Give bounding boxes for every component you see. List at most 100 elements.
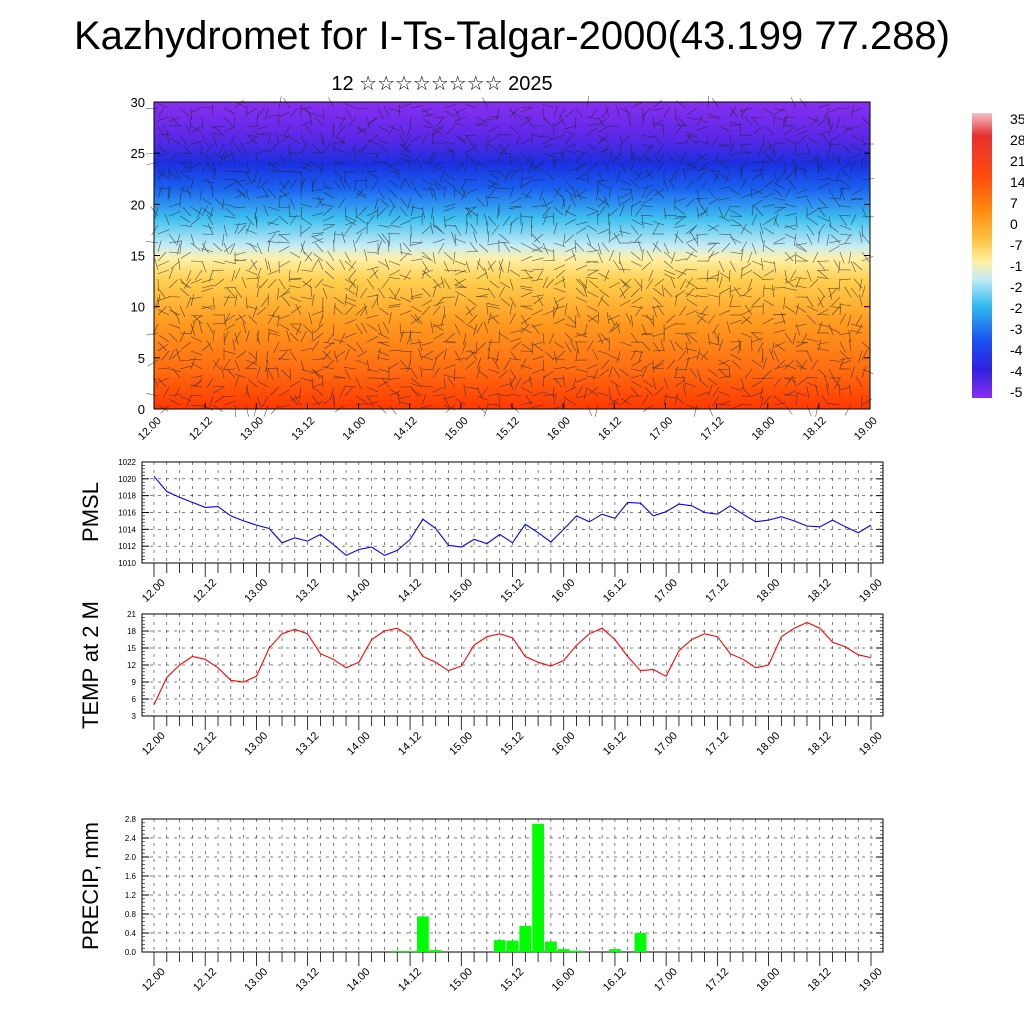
wind-barb [708, 197, 720, 205]
wind-barb [752, 188, 764, 196]
y-tick-label: 10 [131, 300, 145, 315]
wind-barb [616, 350, 621, 363]
wind-barb [278, 291, 290, 298]
wind-barb [619, 161, 627, 173]
wind-barb [399, 323, 402, 336]
wind-barb [214, 198, 225, 208]
wind-barb [157, 294, 161, 307]
wind-barb [339, 259, 346, 271]
wind-barb [775, 343, 786, 352]
wind-barb [645, 143, 654, 154]
wind-barb [248, 315, 258, 325]
wind-barb [168, 211, 181, 217]
wind-barb [553, 222, 558, 235]
wind-barb [799, 98, 808, 109]
wind-barb [190, 380, 202, 388]
wind-barb [201, 305, 214, 310]
wind-barb [168, 305, 177, 316]
wind-barb [267, 132, 272, 145]
wind-barb [652, 134, 662, 144]
wind-barb [520, 291, 533, 298]
wind-barb [521, 179, 533, 188]
wind-barb [685, 226, 696, 235]
wind-barb [861, 368, 874, 374]
wind-barb [762, 369, 773, 379]
wind-barb [388, 312, 392, 325]
wind-barb [234, 373, 247, 379]
wind-barb [674, 332, 687, 335]
wind-barb [509, 205, 523, 208]
wind-barb [432, 188, 437, 201]
wind-barb [262, 187, 269, 199]
wind-barb [666, 359, 676, 370]
wind-barb [453, 251, 456, 264]
wind-barb [179, 194, 181, 208]
wind-barb [773, 213, 779, 226]
wind-barb [707, 377, 718, 386]
wind-barb [311, 259, 319, 271]
y-tick-label: 12 [127, 661, 136, 670]
wind-barb [443, 141, 456, 145]
wind-barb [575, 107, 584, 119]
wind-barb [377, 377, 391, 380]
wind-barb [729, 233, 737, 245]
wind-barb [311, 238, 324, 244]
wind-barb [432, 282, 444, 289]
wind-barb [366, 323, 378, 332]
wind-barb [319, 132, 324, 145]
wind-barb [520, 316, 531, 325]
wind-barb [759, 386, 764, 399]
wind-barb [784, 251, 794, 262]
wind-barb [542, 197, 549, 210]
y-tick-label: 1010 [118, 559, 136, 568]
wind-barb [707, 384, 713, 397]
wind-barb [454, 323, 461, 336]
wind-barb [407, 359, 412, 372]
wind-barb [211, 186, 214, 199]
wind-barb [686, 299, 698, 307]
wind-barb [162, 124, 170, 136]
wind-barb [828, 215, 832, 228]
wind-barb [470, 223, 478, 235]
wind-barb [652, 242, 662, 253]
wind-barb [514, 134, 522, 146]
wind-barb [388, 224, 401, 228]
wind-barb [744, 368, 753, 379]
wind-barb [613, 259, 621, 271]
wind-barb [283, 97, 291, 109]
wind-barb [509, 376, 516, 388]
wind-barb [323, 224, 335, 231]
wind-barb [249, 242, 258, 253]
wind-barb [613, 232, 621, 244]
wind-barb [364, 249, 368, 262]
wind-barb [311, 294, 315, 307]
wind-barb [700, 179, 709, 190]
wind-barb [575, 195, 588, 199]
wind-barb [276, 366, 280, 379]
wind-barb [762, 260, 775, 264]
wind-barb [509, 303, 513, 316]
wind-barb [236, 350, 247, 359]
wind-barb [839, 357, 845, 370]
x-tick-label: 14.12 [392, 415, 420, 443]
wind-barb [616, 321, 621, 334]
wind-barb [784, 224, 797, 228]
wind-barb [764, 179, 775, 188]
wind-barb [784, 393, 797, 397]
wind-barb [381, 278, 390, 289]
wind-barb [674, 395, 685, 405]
wind-barb [520, 222, 524, 235]
wind-barb [806, 157, 819, 163]
wind-barb [337, 125, 346, 136]
wind-barb [740, 160, 747, 172]
wind-barb [245, 404, 249, 417]
wind-barb [531, 242, 542, 251]
wind-barb [560, 150, 566, 163]
x-tick-label: 18.00 [754, 577, 782, 605]
wind-barb [733, 287, 742, 298]
wind-barb [201, 260, 207, 273]
wind-barb [223, 170, 237, 172]
wind-barb [645, 188, 654, 199]
wind-barb [530, 224, 533, 238]
wind-barb [355, 377, 362, 389]
